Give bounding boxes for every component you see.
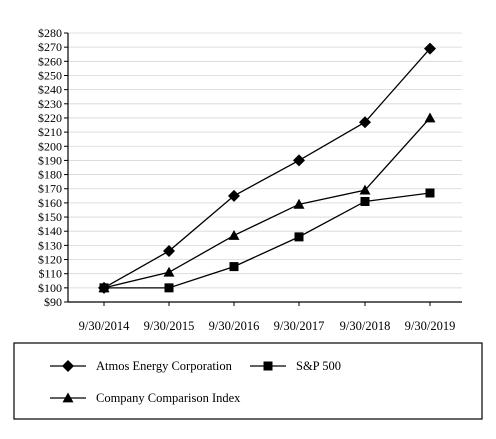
x-tick-label: 9/30/2017 xyxy=(274,319,325,333)
y-tick-label: $150 xyxy=(38,210,62,224)
data-point xyxy=(163,266,175,277)
legend-marker xyxy=(62,392,74,403)
y-tick-label: $250 xyxy=(38,68,62,82)
y-tick-label: $280 xyxy=(38,26,62,40)
y-tick-label: $160 xyxy=(38,196,62,210)
gridlines xyxy=(68,32,462,303)
x-tick-label: 9/30/2015 xyxy=(144,319,195,333)
legend-item: Company Comparison Index xyxy=(50,391,241,405)
y-tick-label: $110 xyxy=(38,267,62,281)
data-point xyxy=(359,116,371,129)
series-line xyxy=(104,192,431,289)
legend-label: Company Comparison Index xyxy=(96,391,241,405)
series-line xyxy=(103,117,431,289)
legend: Atmos Energy Corporation S&P 500 Company C… xyxy=(13,342,483,420)
y-tick-label: $180 xyxy=(38,168,62,182)
data-point xyxy=(229,262,239,272)
y-tick-label: $100 xyxy=(38,281,62,295)
y-tick-label: $210 xyxy=(38,125,62,139)
y-tick-label: $270 xyxy=(38,40,62,54)
legend-box xyxy=(13,342,483,420)
series-company-comparison-index xyxy=(98,112,436,293)
y-tick-label: $120 xyxy=(38,253,62,267)
x-tick-labels: 9/30/2014 9/30/2015 9/30/2016 9/30/2017 9/30… xyxy=(79,319,456,333)
y-tick-label: $170 xyxy=(38,182,62,196)
x-tick-label: 9/30/2016 xyxy=(209,319,260,333)
y-tick-label: $90 xyxy=(44,295,62,309)
y-tick-label: $260 xyxy=(38,54,62,68)
y-tick-label: $240 xyxy=(38,83,62,97)
y-tick-label: $140 xyxy=(38,224,62,238)
legend-label: S&P 500 xyxy=(296,359,341,373)
data-point xyxy=(163,245,175,258)
data-point xyxy=(424,112,436,123)
data-point xyxy=(359,184,371,195)
legend-label: Atmos Energy Corporation xyxy=(96,359,233,373)
data-point xyxy=(98,282,110,293)
data-point xyxy=(228,229,240,240)
x-tick-label: 9/30/2018 xyxy=(340,319,391,333)
y-tick-label: $200 xyxy=(38,139,62,153)
data-point xyxy=(425,188,435,198)
data-point xyxy=(424,42,436,55)
legend-marker xyxy=(263,361,273,371)
legend-item: Atmos Energy Corporation xyxy=(50,359,233,373)
legend-item: S&P 500 xyxy=(250,359,341,373)
x-tick-label: 9/30/2019 xyxy=(405,319,456,333)
y-tick-label: $230 xyxy=(38,97,62,111)
data-point xyxy=(294,232,304,242)
data-point xyxy=(164,283,174,293)
x-tick-label: 9/30/2014 xyxy=(79,319,130,333)
axes xyxy=(64,32,462,306)
series-lines xyxy=(98,42,436,294)
data-point xyxy=(360,196,370,206)
y-tick-label: $190 xyxy=(38,153,62,167)
data-point xyxy=(293,154,305,167)
y-tick-labels: $90$100$110$120$130$140$150$160$170$180$… xyxy=(38,26,62,309)
data-point xyxy=(293,198,305,209)
y-tick-label: $130 xyxy=(38,238,62,252)
legend-marker xyxy=(62,360,74,372)
y-tick-label: $220 xyxy=(38,111,62,125)
series-line xyxy=(103,48,431,289)
data-point xyxy=(228,189,240,202)
